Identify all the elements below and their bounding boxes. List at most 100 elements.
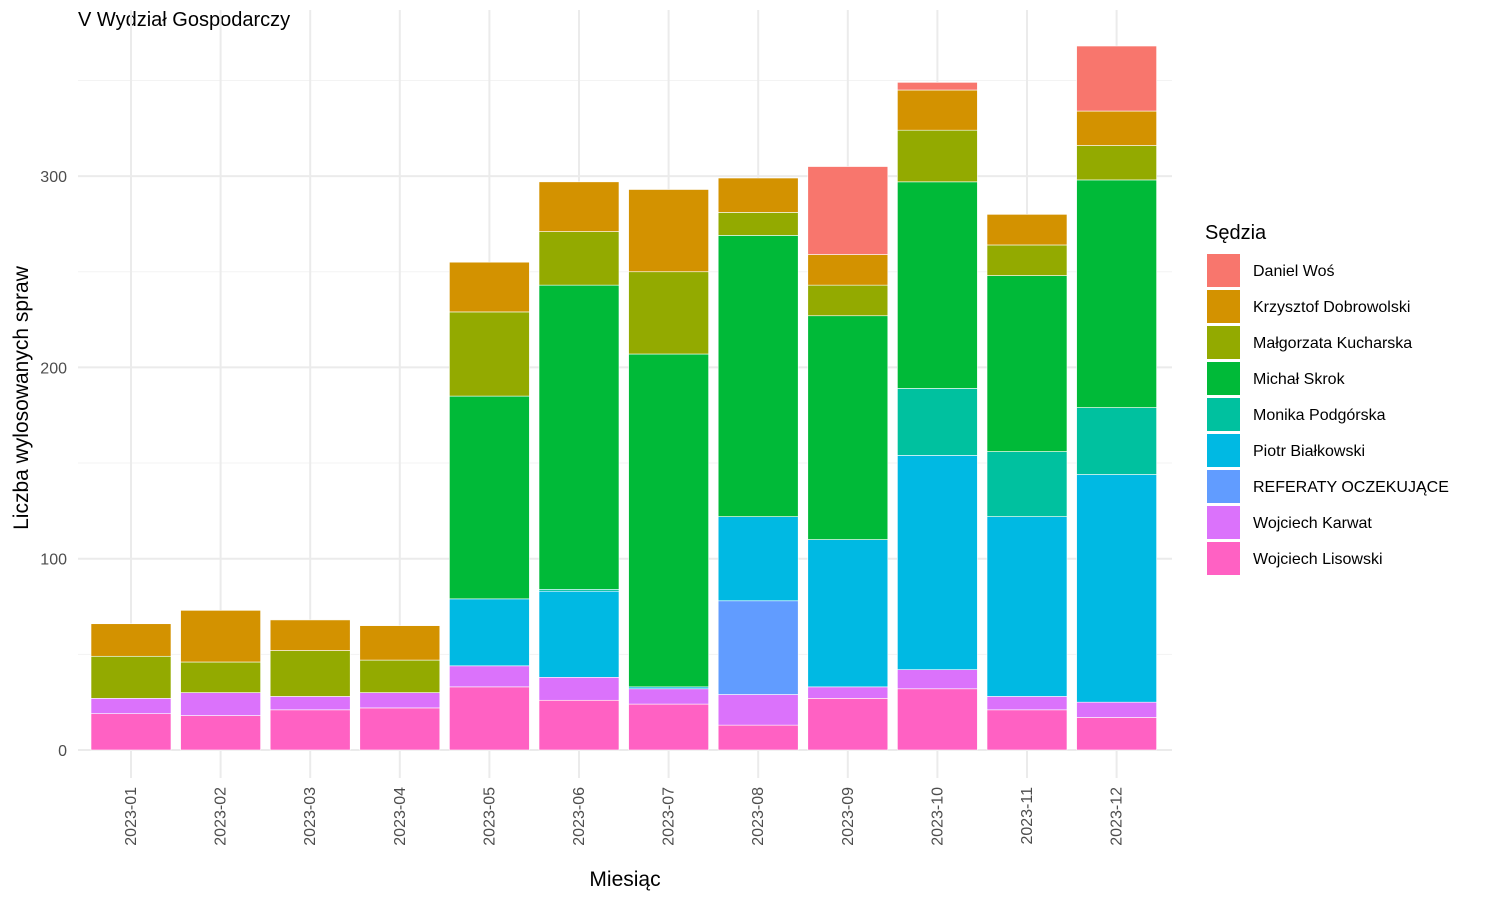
bar-segment <box>1076 45 1157 112</box>
bar-segment <box>180 715 261 751</box>
bar-segment <box>90 655 172 699</box>
x-tick-label: 2023-11 <box>1019 787 1036 845</box>
bar-segment <box>359 625 441 661</box>
bar-segment <box>628 189 709 273</box>
bar-segment <box>807 539 889 688</box>
bar-segment <box>986 696 1068 711</box>
bar-segment <box>449 686 530 751</box>
bar-segment <box>986 451 1068 517</box>
bar-segment <box>807 686 889 699</box>
legend-label: Wojciech Karwat <box>1253 515 1372 532</box>
legend-title: Sędzia <box>1205 222 1267 244</box>
legend-swatch <box>1207 254 1240 287</box>
x-tick-label: 2023-01 <box>123 787 140 846</box>
bar-segment <box>807 284 889 317</box>
bar-segment <box>90 623 172 657</box>
x-tick-label: 2023-04 <box>392 787 409 846</box>
legend-swatch <box>1207 470 1240 503</box>
bar-segment <box>986 275 1068 452</box>
legend-label: Krzysztof Dobrowolski <box>1253 299 1410 316</box>
y-axis-ticks: 0 100 200 300 <box>40 169 67 760</box>
legend-label: REFERATY OCZEKUJĄCE <box>1253 479 1449 496</box>
bar-segment <box>359 692 441 709</box>
bar-segment <box>897 688 978 751</box>
bar-segment <box>717 724 799 751</box>
bar-segment <box>538 699 620 751</box>
bar-segment <box>986 516 1068 697</box>
bar-segment <box>1076 701 1157 718</box>
bar-segment <box>538 231 620 286</box>
x-tick-label: 2023-06 <box>571 787 588 846</box>
bar-segment <box>628 353 709 688</box>
legend-swatch <box>1207 434 1240 467</box>
legend-label: Monika Podgórska <box>1253 407 1386 424</box>
bar-segment <box>180 610 261 663</box>
bar-segment <box>628 271 709 355</box>
bar-segment <box>897 129 978 183</box>
bar-segment <box>807 254 889 286</box>
bar-segment <box>897 669 978 690</box>
bar-segment <box>897 181 978 389</box>
bar-segment <box>717 600 799 695</box>
x-tick-label: 2023-05 <box>481 787 498 846</box>
bar-segment <box>897 82 978 91</box>
bar-segment <box>538 181 620 232</box>
bar-segment <box>449 311 530 397</box>
bar-segment <box>717 516 799 602</box>
bar-segment <box>269 650 351 697</box>
bar-segment <box>1076 474 1157 703</box>
bar-segment <box>628 688 709 705</box>
bar-segment <box>717 177 799 213</box>
x-tick-label: 2023-09 <box>840 787 857 846</box>
bar-segment <box>1076 407 1157 475</box>
bar-segment <box>269 696 351 711</box>
bar-segment <box>986 214 1068 246</box>
legend-label: Piotr Białkowski <box>1253 443 1365 460</box>
legend-label: Wojciech Lisowski <box>1253 551 1383 568</box>
legend-swatch <box>1207 326 1240 359</box>
y-tick-label: 200 <box>40 360 67 377</box>
legend-swatch <box>1207 362 1240 395</box>
x-tick-label: 2023-02 <box>213 787 230 846</box>
bar-segment <box>897 388 978 456</box>
bar-segment <box>269 619 351 651</box>
x-tick-label: 2023-07 <box>661 787 678 846</box>
bar-segment <box>717 235 799 517</box>
x-tick-label: 2023-03 <box>302 787 319 846</box>
bar-segment <box>538 284 620 590</box>
bar-segment <box>807 166 889 255</box>
y-tick-label: 300 <box>40 169 67 186</box>
bar-segment <box>269 709 351 751</box>
legend-swatch <box>1207 290 1240 323</box>
bar-segment <box>986 709 1068 751</box>
bar-segment <box>1076 145 1157 181</box>
legend-label: Daniel Woś <box>1253 263 1335 280</box>
bar-segment <box>807 315 889 540</box>
bar-segment <box>807 698 889 751</box>
chart-title: V Wydział Gospodarczy <box>78 9 290 31</box>
bar-segment <box>90 713 172 751</box>
bar-segment <box>538 590 620 678</box>
bar-segment <box>449 598 530 667</box>
x-tick-label: 2023-10 <box>929 787 946 846</box>
bar-segment <box>986 244 1068 276</box>
y-axis-title: Liczba wylosowanych spraw <box>10 265 33 530</box>
bar-segment <box>359 707 441 751</box>
bars <box>90 45 1157 751</box>
bar-segment <box>449 665 530 688</box>
legend-swatch <box>1207 398 1240 431</box>
bar-segment <box>717 212 799 236</box>
legend-swatch <box>1207 506 1240 539</box>
x-axis-title: Miesiąc <box>589 868 660 891</box>
legend-label: Małgorzata Kucharska <box>1253 335 1412 352</box>
x-tick-label: 2023-12 <box>1109 787 1126 846</box>
bar-segment <box>538 677 620 701</box>
bar-segment <box>449 261 530 313</box>
bar-segment <box>449 395 530 600</box>
bar-segment <box>359 659 441 693</box>
bar-segment <box>897 455 978 670</box>
bar-segment <box>628 703 709 751</box>
y-tick-label: 0 <box>58 743 67 760</box>
y-tick-label: 100 <box>40 552 67 569</box>
